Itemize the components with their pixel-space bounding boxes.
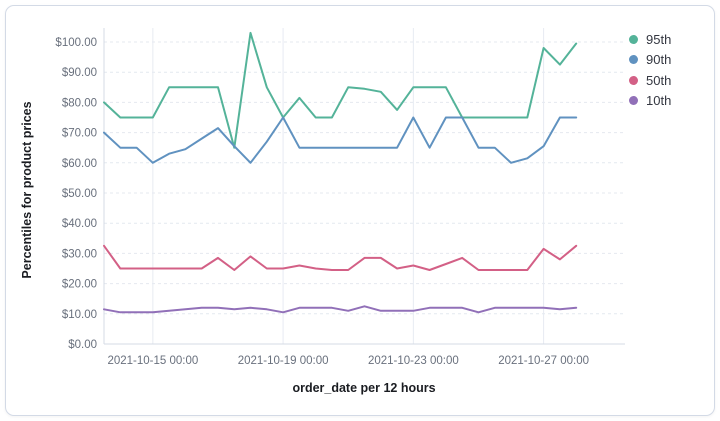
grid-layer [103,28,625,345]
y-tick-label: $0.00 [68,339,97,351]
legend-item-10th[interactable]: 10th [629,91,671,112]
visualization-panel [5,5,715,416]
legend-dot-90th [629,55,638,65]
series-layer [103,31,578,314]
legend-item-50th[interactable]: 50th [629,70,671,91]
y-tick-label: $40.00 [62,218,97,230]
x-tick-label: 2021-10-15 00:00 [107,355,198,367]
legend-label: 95th [646,31,672,47]
chart-legend: 95th 90th 50th 10th [629,29,671,111]
legend-label: 90th [646,52,672,68]
legend-item-95th[interactable]: 95th [629,29,671,50]
legend-label: 10th [646,93,672,109]
legend-dot-95th [629,34,638,44]
y-tick-label: $80.00 [62,97,97,109]
y-tick-label: $90.00 [62,67,97,79]
x-tick-label: 2021-10-19 00:00 [238,355,329,367]
tick-labels-layer: $0.00 $10.00 $20.00 $30.00 $40.00 $50.00 $60.0… [55,37,589,367]
y-tick-label: $10.00 [62,309,97,321]
series-line-50th [103,244,578,271]
y-tick-label: $50.00 [62,188,97,200]
y-tick-label: $30.00 [62,248,97,260]
legend-dot-50th [629,75,638,85]
y-tick-label: $60.00 [62,158,97,170]
y-tick-label: $20.00 [62,279,97,291]
series-line-90th [103,116,578,164]
y-tick-label: $70.00 [62,128,97,140]
y-tick-label: $100.00 [55,37,97,49]
x-tick-label: 2021-10-23 00:00 [368,355,459,367]
legend-label: 50th [646,72,672,88]
legend-item-90th[interactable]: 90th [629,50,671,71]
legend-dot-10th [629,96,638,106]
series-line-95th [103,31,578,149]
x-tick-label: 2021-10-27 00:00 [498,355,589,367]
x-axis-title: order_date per 12 hours [292,381,435,395]
y-axis-title: Percentiles for product prices [20,101,34,278]
series-line-10th [103,305,578,314]
